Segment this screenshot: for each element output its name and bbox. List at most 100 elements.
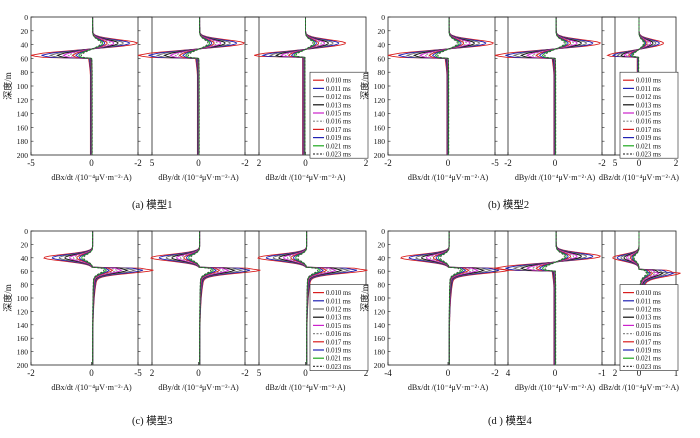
- y-tick-label: 100: [17, 294, 29, 303]
- x-tick-label: -2: [384, 158, 392, 168]
- legend-label: 0.017 ms: [636, 339, 661, 346]
- x-tick-label: 2: [150, 368, 155, 378]
- legend-label: 0.019 ms: [636, 348, 661, 355]
- x-axis-label: dBy/dt /(10⁻⁴μV·m⁻²·A): [515, 173, 596, 182]
- legend-label: 0.019 ms: [636, 135, 661, 142]
- x-axis-label: dBz/dt /(10⁻⁴μV·m⁻²·A): [266, 383, 346, 392]
- x-axis-label: dBy/dt /(10⁻⁴μV·m⁻²·A): [158, 383, 239, 392]
- legend-label: 0.011 ms: [636, 298, 661, 305]
- x-tick-label: -2: [241, 368, 249, 378]
- x-tick-label: -5: [491, 158, 499, 168]
- series-line-0.023ms: [80, 17, 102, 155]
- caption-model-1: (a) 模型1: [132, 200, 173, 211]
- legend-label: 0.016 ms: [636, 331, 661, 338]
- series-line-0.023ms: [544, 17, 565, 155]
- legend-label: 0.010 ms: [636, 78, 661, 85]
- legend-box: [309, 284, 369, 371]
- y-tick-label: 200: [17, 151, 29, 160]
- series-line-0.016ms: [625, 17, 650, 155]
- legend-label: 0.011 ms: [636, 86, 661, 93]
- x-axis-label: dBx/dt /(10⁻⁴μV·m⁻²·A): [408, 173, 489, 182]
- x-tick-label: 0: [303, 158, 308, 168]
- legend-label: 0.021 ms: [326, 356, 351, 363]
- legend-label: 0.021 ms: [636, 143, 661, 150]
- series-line-0.013ms: [56, 17, 119, 155]
- x-tick-label: 5: [613, 158, 618, 168]
- series-line-0.011ms: [51, 231, 144, 365]
- legend-label: 0.011 ms: [326, 86, 351, 93]
- series-line-0.012ms: [155, 17, 231, 155]
- y-tick-label: 80: [21, 281, 29, 290]
- y-tick-label: 80: [21, 68, 29, 77]
- series-line-0.01ms: [137, 17, 245, 155]
- y-tick-label: 0: [24, 227, 28, 236]
- series-line-0.013ms: [171, 231, 236, 365]
- x-tick-label: 2: [364, 158, 369, 168]
- x-tick-label: -2: [491, 368, 499, 378]
- legend: 0.010 ms0.011 ms0.012 ms0.013 ms 0.015 ms…: [619, 71, 679, 159]
- panel-3-y: -5 0 5 dBy/dt /(10⁻⁴μV·m⁻²·A): [134, 230, 262, 392]
- x-tick-label: 5: [150, 158, 155, 168]
- legend-label: 0.010 ms: [636, 290, 661, 297]
- caption-model-4: (d ) 模型4: [488, 416, 532, 427]
- x-tick-label: 5: [257, 368, 262, 378]
- series-line-0.016ms: [531, 231, 575, 365]
- series-line-0.012ms: [512, 17, 588, 155]
- y-axis-label: 深度/m: [359, 284, 370, 312]
- y-tick-label: 160: [374, 334, 386, 343]
- legend-label: 0.017 ms: [326, 127, 351, 134]
- x-axis-label: dBx/dt /(10⁻⁴μV·m⁻²·A): [51, 173, 132, 182]
- y-tick-label: 60: [21, 54, 29, 63]
- y-tick-label: 140: [374, 110, 386, 119]
- legend-box: [619, 284, 679, 371]
- series-line-0.01ms: [30, 17, 138, 155]
- x-tick-label: 0: [446, 368, 451, 378]
- series-line-0.012ms: [512, 231, 588, 365]
- x-tick-label: 2: [257, 158, 262, 168]
- y-tick-label: 60: [378, 267, 386, 276]
- legend-label: 0.021 ms: [636, 356, 661, 363]
- legend-label: 0.013 ms: [636, 315, 661, 322]
- y-tick-label: 140: [374, 321, 386, 330]
- x-tick-label: -5: [27, 158, 35, 168]
- x-tick-label: 0: [553, 158, 558, 168]
- series-line-0.011ms: [158, 231, 251, 365]
- legend-label: 0.013 ms: [326, 315, 351, 322]
- series-line-0.013ms: [421, 231, 486, 365]
- y-tick-label: 100: [17, 82, 29, 91]
- x-tick-label: -2: [598, 158, 606, 168]
- panel-1-z: -2 0 2 dBz/dt /(10⁻⁴μV·m⁻²·A): [241, 16, 369, 182]
- series-line-0.015ms: [425, 231, 479, 365]
- y-tick-label: 160: [17, 334, 29, 343]
- legend-label: 0.015 ms: [326, 323, 351, 330]
- legend-label: 0.023 ms: [636, 152, 661, 159]
- panel-2-x: -2 0 -2 0 20 40 60 80 100 120 140 160 180 200 dBx/dt /…: [374, 13, 512, 182]
- series-line-0.023ms: [187, 17, 209, 155]
- y-tick-label: 80: [378, 68, 386, 77]
- x-tick-label: -5: [134, 368, 142, 378]
- y-tick-label: 120: [374, 96, 386, 105]
- x-tick-label: 0: [196, 158, 201, 168]
- legend-label: 0.012 ms: [636, 307, 661, 314]
- series-line-0.011ms: [398, 17, 487, 155]
- legend-label: 0.010 ms: [326, 290, 351, 297]
- legend-label: 0.017 ms: [636, 127, 661, 134]
- y-tick-label: 0: [381, 227, 385, 236]
- y-tick-label: 40: [378, 254, 386, 263]
- series-line-0.012ms: [58, 231, 137, 365]
- y-tick-label: 120: [17, 96, 29, 105]
- y-axis-label: 深度/m: [2, 72, 13, 100]
- legend-label: 0.012 ms: [326, 307, 351, 314]
- legend: 0.010 ms0.011 ms0.012 ms0.013 ms 0.015 ms…: [309, 71, 369, 159]
- series-line-0.016ms: [429, 231, 474, 365]
- legend-box: [619, 71, 679, 159]
- series-line-0.023ms: [295, 17, 314, 155]
- y-tick-label: 40: [378, 41, 386, 50]
- series-line-0.011ms: [505, 231, 594, 365]
- y-tick-label: 180: [374, 137, 386, 146]
- x-tick-label: -2: [27, 368, 35, 378]
- x-tick-label: 0: [89, 158, 94, 168]
- y-tick-label: 80: [378, 281, 386, 290]
